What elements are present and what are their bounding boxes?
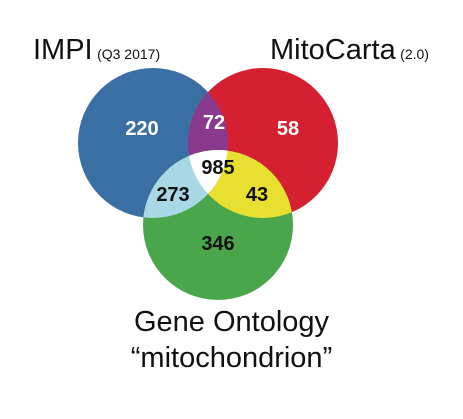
- count-all-three: 985: [201, 157, 234, 179]
- count-go-only: 346: [201, 233, 234, 255]
- mitocarta-go-overlap: [188, 150, 293, 218]
- impi-set-note: (Q3 2017): [97, 46, 161, 62]
- impi-set-name: IMPI: [33, 34, 93, 66]
- go-set-label: Gene Ontology “mitochondrion”: [0, 304, 463, 376]
- impi-go-overlap: [143, 150, 228, 218]
- mitocarta-set-note: (2.0): [400, 46, 429, 62]
- count-impi-mitocarta: 72: [203, 112, 225, 134]
- mitocarta-set-name: MitoCarta: [270, 34, 396, 66]
- count-impi-only: 220: [125, 118, 158, 140]
- go-set-term: “mitochondrion”: [130, 342, 333, 374]
- count-impi-go: 273: [156, 184, 189, 206]
- count-mitocarta-go: 43: [246, 184, 268, 206]
- go-set-name: Gene Ontology: [133, 306, 330, 338]
- count-mitocarta-only: 58: [277, 118, 299, 140]
- impi-set-label: IMPI (Q3 2017): [33, 36, 160, 65]
- mitocarta-set-label: MitoCarta (2.0): [270, 36, 429, 65]
